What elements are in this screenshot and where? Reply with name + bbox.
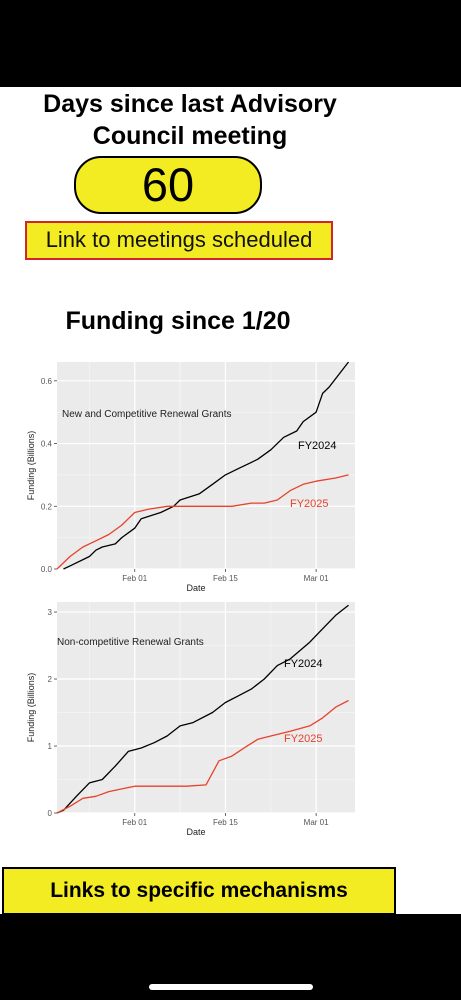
- chart-new-competitive-svg: 0.0 0.2 0.4 0.6 Feb 01 Feb 15 Mar 01 Date Fundin…: [26, 361, 355, 593]
- y-tick-label: 0.0: [41, 565, 53, 574]
- meetings-scheduled-link[interactable]: Link to meetings scheduled: [25, 221, 333, 260]
- x-tick-label: Mar 01: [304, 574, 329, 583]
- home-indicator[interactable]: [149, 984, 313, 990]
- chart-noncompetitive: 0 1 2 3 Feb 01 Feb 15 Mar 01 Date Funding (Billi…: [22, 598, 362, 843]
- series-line-fy2025: [56, 699, 349, 814]
- series-line-fy2024: [56, 604, 349, 814]
- x-axis-label: Date: [186, 583, 205, 593]
- y-tick-label: 0.4: [41, 440, 53, 449]
- series-label-fy2025: FY2025: [284, 733, 323, 745]
- content-sheet: Days since last Advisory Council meeting…: [0, 87, 461, 915]
- chart-noncompetitive-svg: 0 1 2 3 Feb 01 Feb 15 Mar 01 Date Funding (Billi…: [26, 602, 355, 837]
- chart-new-competitive: 0.0 0.2 0.4 0.6 Feb 01 Feb 15 Mar 01 Date Fundin…: [22, 357, 362, 597]
- days-counter: 60: [74, 156, 262, 214]
- plot-background: [57, 362, 355, 569]
- series-label-fy2024: FY2024: [284, 658, 323, 670]
- series-label-fy2024: FY2024: [298, 440, 337, 452]
- x-tick-label: Feb 15: [213, 818, 238, 827]
- chart-title: Non-competitive Renewal Grants: [57, 637, 204, 648]
- x-tick-label: Feb 01: [122, 818, 147, 827]
- page-title: Days since last Advisory Council meeting: [0, 88, 380, 152]
- title-line-1: Days since last Advisory: [43, 90, 337, 118]
- series-line-fy2024: [63, 361, 350, 570]
- y-tick-label: 0.6: [41, 377, 53, 386]
- chart-title: New and Competitive Renewal Grants: [62, 409, 232, 420]
- x-tick-label: Feb 01: [122, 574, 147, 583]
- y-tick-label: 0: [48, 809, 53, 818]
- y-tick-label: 3: [48, 608, 53, 617]
- series-line-fy2025: [56, 474, 349, 570]
- series-label-fy2025: FY2025: [290, 498, 329, 510]
- y-tick-label: 0.2: [41, 502, 53, 511]
- x-tick-label: Feb 15: [213, 574, 238, 583]
- y-tick-label: 2: [48, 675, 53, 684]
- funding-section-title: Funding since 1/20: [65, 307, 291, 335]
- title-line-2: Council meeting: [92, 122, 288, 150]
- x-axis-label: Date: [186, 827, 205, 837]
- mechanisms-link[interactable]: Links to specific mechanisms: [2, 867, 396, 915]
- x-tick-label: Mar 01: [304, 818, 329, 827]
- y-tick-label: 1: [48, 742, 53, 751]
- y-axis-label: Funding (Billions): [26, 673, 36, 743]
- plot-background: [57, 602, 355, 813]
- y-axis-label: Funding (Billions): [26, 431, 36, 501]
